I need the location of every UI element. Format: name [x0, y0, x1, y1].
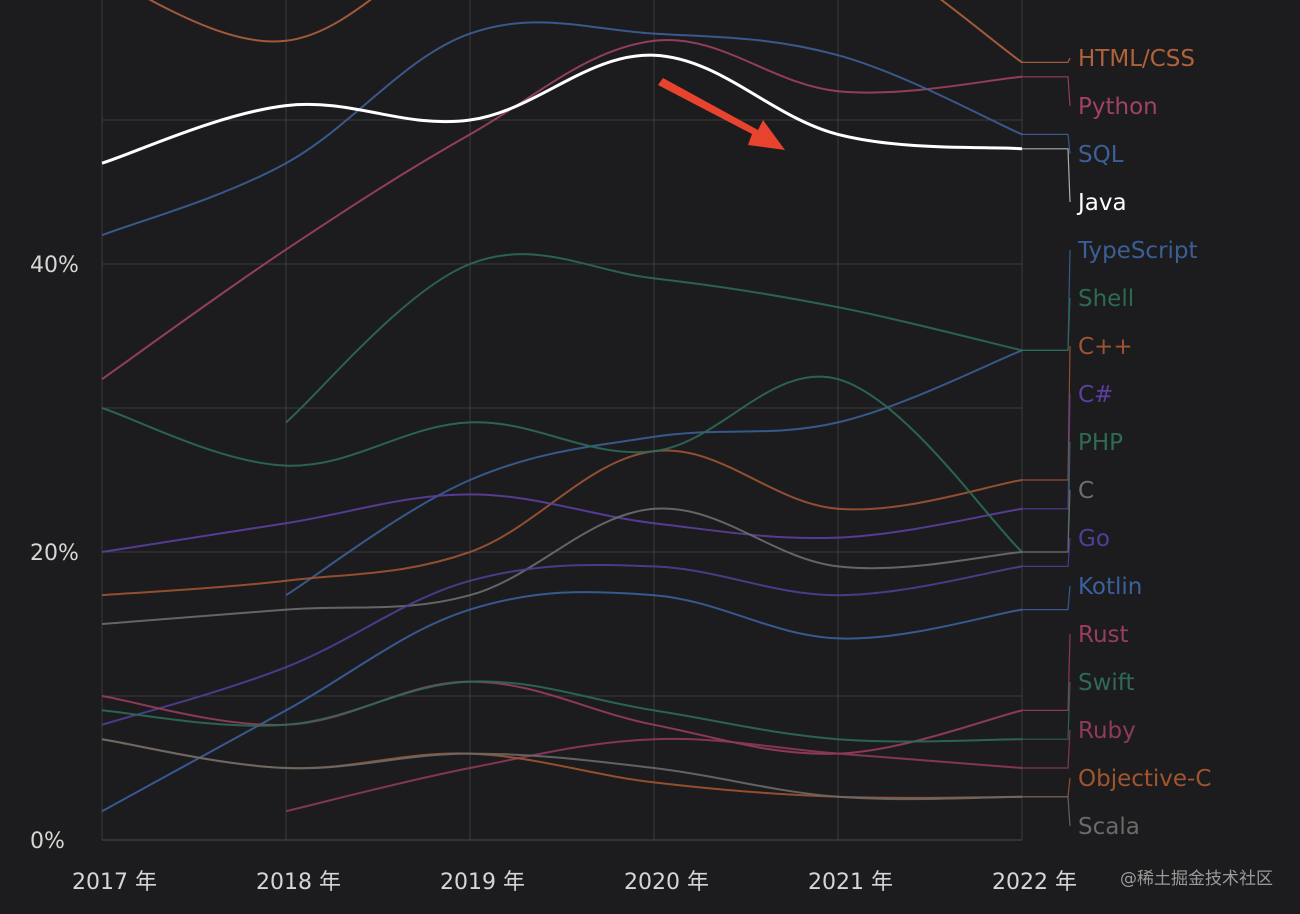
legend-label: PHP [1078, 430, 1123, 456]
series-line-scala [101, 738, 1023, 801]
legend-label: HTML/CSS [1078, 46, 1195, 72]
legend-connector [1022, 393, 1071, 510]
legend-label: Python [1078, 94, 1158, 120]
x-tick-label: 2019 年 [440, 870, 525, 895]
legend-label: Scala [1078, 814, 1140, 840]
series-line-kotlin [101, 591, 1023, 813]
series-line-go [101, 563, 1023, 726]
legend-connector [1022, 585, 1071, 611]
legend-label: TypeScript [1077, 238, 1198, 264]
legend-connector [1022, 489, 1071, 553]
legend-label: SQL [1078, 142, 1124, 168]
y-tick-label: 20% [30, 541, 79, 566]
legend-label: Ruby [1078, 718, 1136, 744]
legend-connector [1022, 345, 1071, 481]
legend-label: Shell [1078, 286, 1134, 312]
legend-connector [1022, 729, 1071, 769]
annotation-arrow [658, 78, 785, 150]
watermark: @稀土掘金技术社区 [1120, 869, 1273, 889]
series-line-java [101, 53, 1023, 165]
legend-connector [1022, 249, 1071, 351]
grid-layer [101, 0, 1023, 841]
series-line-php [101, 375, 1023, 553]
legend-connector [1022, 681, 1071, 740]
legend-connector [1022, 537, 1071, 567]
legend-connector [1022, 777, 1071, 798]
legend-label: C [1078, 478, 1094, 504]
legend-connector [1022, 76, 1071, 107]
series-line-c- [101, 449, 1023, 597]
legend-connector [1022, 796, 1071, 827]
series-line-python [101, 39, 1023, 381]
legend-connector-layer [1022, 57, 1071, 827]
series-line-c [101, 507, 1023, 625]
series-line-typescript [285, 349, 1023, 597]
legend-connector [1022, 441, 1071, 553]
series-line-swift [101, 680, 1023, 743]
legend-label: C# [1078, 382, 1113, 408]
legend-label: Objective-C [1078, 766, 1211, 792]
x-tick-label: 2022 年 [992, 870, 1077, 895]
red-arrow-icon [658, 78, 785, 150]
legend-label: Rust [1078, 622, 1129, 648]
x-tick-label: 2017 年 [72, 870, 157, 895]
series-line-rust [101, 680, 1023, 755]
legend-connector [1022, 148, 1071, 203]
x-tick-label: 2020 年 [624, 870, 709, 895]
legend-connector [1022, 57, 1071, 63]
legend-label: Go [1078, 526, 1110, 552]
series-layer [101, 0, 1023, 813]
legend-connector [1022, 633, 1071, 711]
series-line-ruby [285, 737, 1023, 813]
legend-label: Kotlin [1078, 574, 1142, 600]
x-tick-label: 2021 年 [808, 870, 893, 895]
legend-label: C++ [1078, 334, 1133, 360]
x-tick-label: 2018 年 [256, 870, 341, 895]
legend-connector [1022, 133, 1071, 155]
label-layer: HTML/CSS Python SQL Java TypeScript Shell C++ C… [30, 46, 1211, 895]
series-line-html-css [148, 0, 1023, 64]
y-tick-label: 40% [30, 253, 79, 278]
legend-connector [1022, 297, 1071, 351]
legend-label: Java [1076, 190, 1127, 216]
series-line-sql [101, 21, 1023, 237]
series-line-c- [101, 493, 1023, 553]
series-line-shell [285, 253, 1023, 424]
legend-label: Swift [1078, 670, 1135, 696]
y-tick-label: 0% [30, 829, 65, 854]
